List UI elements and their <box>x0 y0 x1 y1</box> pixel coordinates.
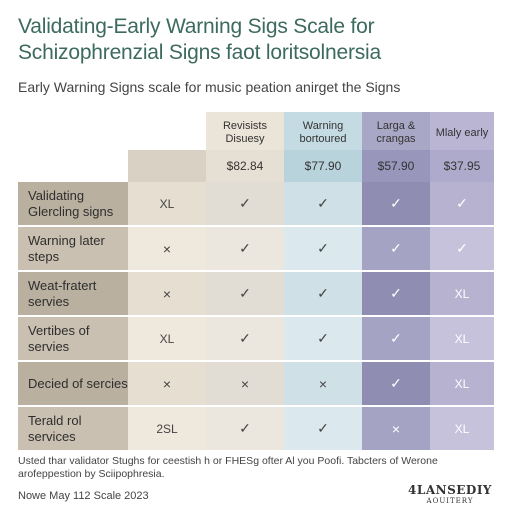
row-value: ✓ <box>430 227 494 270</box>
footnote: Usted thar validator Stughs for ceestish… <box>18 455 438 480</box>
page-title: Validating-Early Warning Sigs Scale for … <box>18 15 381 64</box>
row-label: Weat-fratert servies <box>18 272 128 315</box>
row-value: XL <box>430 317 494 360</box>
column-price-1 <box>128 150 206 182</box>
row-value: ✓ <box>284 407 362 450</box>
column-price-2: $82.84 <box>206 150 284 182</box>
column-header-0 <box>18 112 128 150</box>
row-value: ✓ <box>206 407 284 450</box>
row-value: ✓ <box>362 227 430 270</box>
row-value: × <box>206 362 284 405</box>
column-header-5: Mlaly early <box>430 112 494 150</box>
row-value: ✓ <box>284 182 362 225</box>
column-price-5: $37.95 <box>430 150 494 182</box>
row-value: XL <box>430 272 494 315</box>
row-value: XL <box>128 317 206 360</box>
logo-line-2: AOUITERY <box>426 497 474 505</box>
row-label: Terald rol services <box>18 407 128 450</box>
date-line: Nowe May 112 Scale 2023 <box>18 490 149 502</box>
row-value: × <box>128 272 206 315</box>
row-value: × <box>284 362 362 405</box>
row-value: ✓ <box>362 362 430 405</box>
row-value: ✓ <box>206 272 284 315</box>
row-value: ✓ <box>206 182 284 225</box>
column-header-4: Larga & crangas <box>362 112 430 150</box>
column-price-3: $77.90 <box>284 150 362 182</box>
column-header-1 <box>128 112 206 150</box>
row-value: XL <box>430 407 494 450</box>
column-price-0 <box>18 150 128 182</box>
row-value: ✓ <box>284 272 362 315</box>
row-value: ✓ <box>284 317 362 360</box>
column-header-2: Revisists Disuesy <box>206 112 284 150</box>
column-price-4: $57.90 <box>362 150 430 182</box>
row-value: XL <box>430 362 494 405</box>
row-value: × <box>128 362 206 405</box>
row-value: ✓ <box>206 227 284 270</box>
comparison-table: Revisists Disuesy $82.84 Warning bortoured… <box>18 112 494 452</box>
row-value: ✓ <box>284 227 362 270</box>
row-label: Validating Glercling signs <box>18 182 128 225</box>
row-value: × <box>362 407 430 450</box>
row-value: ✓ <box>430 182 494 225</box>
row-value: ✓ <box>362 182 430 225</box>
row-value: ✓ <box>206 317 284 360</box>
page-subtitle: Early Warning Signs scale for music peat… <box>18 79 401 95</box>
row-label: Vertibes of servies <box>18 317 128 360</box>
publisher-logo: 4LANSEDIY AOUITERY <box>408 483 492 505</box>
row-value: × <box>128 227 206 270</box>
row-value: 2SL <box>128 407 206 450</box>
row-label: Warning later steps <box>18 227 128 270</box>
logo-line-1: 4LANSEDIY <box>408 483 492 497</box>
row-value: XL <box>128 182 206 225</box>
row-label: Decied of sercies <box>18 362 128 405</box>
row-value: ✓ <box>362 317 430 360</box>
row-value: ✓ <box>362 272 430 315</box>
column-header-3: Warning bortoured <box>284 112 362 150</box>
